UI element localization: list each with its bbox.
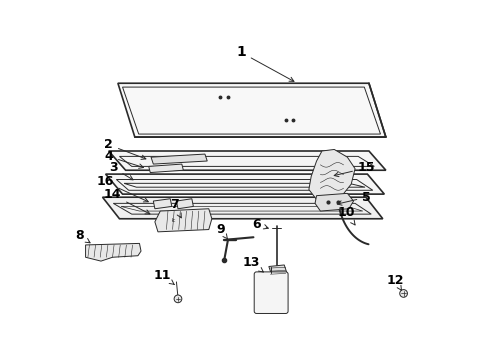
Text: 14: 14	[104, 188, 150, 214]
Text: 8: 8	[75, 229, 90, 243]
Text: 13: 13	[243, 256, 263, 272]
Text: lc: lc	[172, 218, 176, 223]
Polygon shape	[102, 197, 383, 219]
Text: 5: 5	[337, 191, 371, 205]
Polygon shape	[86, 243, 141, 261]
Text: 4: 4	[104, 150, 144, 168]
Polygon shape	[153, 199, 172, 209]
FancyBboxPatch shape	[254, 272, 288, 314]
Text: 2: 2	[104, 138, 146, 159]
Polygon shape	[149, 164, 183, 172]
Text: 9: 9	[216, 223, 227, 239]
Text: 16: 16	[96, 175, 148, 202]
Text: 12: 12	[387, 274, 404, 290]
Text: 15: 15	[334, 161, 375, 177]
Circle shape	[400, 289, 408, 297]
Polygon shape	[176, 199, 194, 209]
Polygon shape	[155, 209, 212, 232]
Polygon shape	[309, 149, 355, 202]
Text: 6: 6	[252, 218, 268, 231]
Text: 1: 1	[236, 45, 294, 81]
Circle shape	[174, 295, 182, 303]
Polygon shape	[118, 83, 386, 137]
Text: 11: 11	[154, 269, 174, 284]
Polygon shape	[151, 154, 207, 164]
Polygon shape	[109, 151, 386, 170]
Text: 7: 7	[170, 198, 181, 218]
Text: 10: 10	[337, 206, 355, 225]
Polygon shape	[106, 174, 384, 194]
Text: 3: 3	[109, 161, 133, 180]
Polygon shape	[315, 193, 354, 211]
Polygon shape	[269, 265, 287, 276]
